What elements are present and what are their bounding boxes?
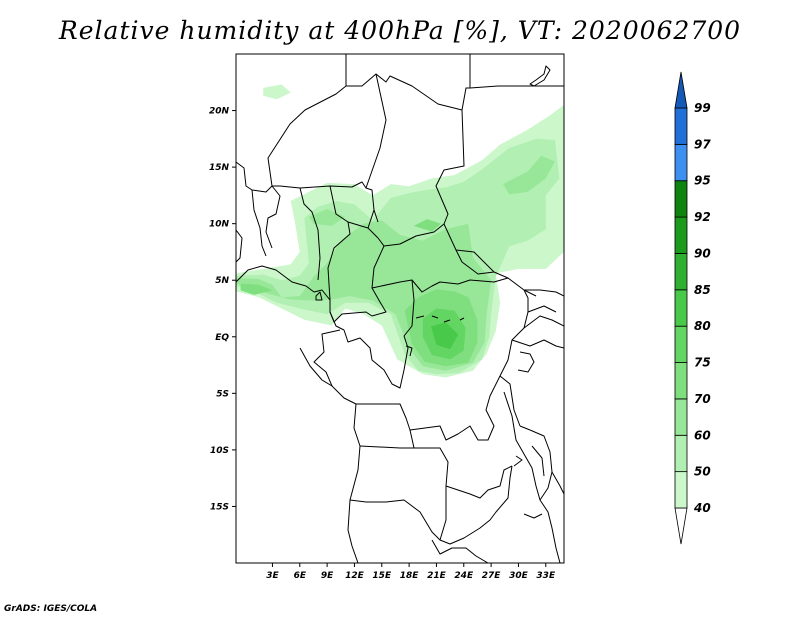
x-tick-label: 3E (266, 571, 279, 581)
colorbar-label: 80 (694, 319, 711, 333)
colorbar-label: 97 (694, 137, 711, 151)
y-tick-label: 20N (209, 107, 230, 117)
colorbar-label: 50 (694, 465, 711, 479)
map-title: Relative humidity at 400hPa [%], VT: 202… (58, 16, 742, 45)
colorbar-band (674, 289, 688, 327)
y-tick-label: 15N (209, 163, 230, 173)
x-tick-label: 18E (400, 571, 420, 581)
colorbar-band (674, 471, 688, 509)
humidity-region-70 (240, 283, 273, 295)
colorbar: 40 50 60 70 75 80 85 90 92 95 97 99 (674, 71, 711, 545)
x-tick-label: 21E (427, 571, 447, 581)
x-tick-label: 12E (345, 571, 365, 581)
colorbar-band (674, 253, 688, 291)
colorbar-band (674, 180, 688, 218)
map-frame (235, 53, 565, 564)
colorbar-label: 95 (694, 174, 711, 188)
colorbar-label: 60 (694, 428, 711, 442)
y-tick-label: EQ (215, 333, 229, 343)
humidity-region-80 (431, 322, 459, 350)
y-tick-label: 10N (209, 220, 230, 230)
humidity-region-70 (413, 219, 441, 232)
colorbar-label: 40 (693, 501, 711, 515)
humidity-region-40 (263, 84, 291, 100)
y-tick-label: 15S (210, 502, 229, 512)
colorbar-label: 92 (694, 210, 711, 224)
colorbar-band (674, 398, 688, 436)
y-tick-label: 5N (215, 276, 229, 286)
latitude-axis: 20N 15N 10N 5N EQ 5S 10S 15S (209, 107, 236, 512)
colorbar-lower-triangle (674, 507, 688, 545)
x-tick-label: 24E (454, 571, 474, 581)
colorbar-band (674, 216, 688, 254)
colorbar-upper-triangle (674, 71, 688, 109)
x-tick-label: 27E (482, 571, 502, 581)
humidity-region-60 (503, 155, 555, 195)
y-tick-label: 10S (210, 446, 229, 456)
longitude-axis: 3E 6E 9E 12E 15E 18E 21E 24E 27E 30E 33E (266, 563, 556, 581)
colorbar-label: 75 (694, 356, 711, 370)
x-tick-label: 30E (509, 571, 529, 581)
colorbar-band (674, 325, 688, 363)
colorbar-band (674, 143, 688, 182)
colorbar-label: 85 (694, 283, 711, 297)
x-tick-label: 33E (536, 571, 556, 581)
software-credit: GrADS: IGES/COLA (4, 604, 98, 614)
x-tick-label: 6E (294, 571, 307, 581)
colorbar-label: 70 (694, 392, 711, 406)
x-tick-label: 9E (321, 571, 334, 581)
humidity-field (236, 84, 564, 378)
y-tick-label: 5S (216, 389, 229, 399)
colorbar-label: 99 (694, 101, 711, 115)
x-tick-label: 15E (372, 571, 392, 581)
colorbar-label: 90 (694, 246, 711, 260)
country-borders (236, 54, 564, 563)
colorbar-band (674, 362, 688, 400)
colorbar-band (674, 107, 688, 145)
colorbar-band (674, 434, 688, 473)
